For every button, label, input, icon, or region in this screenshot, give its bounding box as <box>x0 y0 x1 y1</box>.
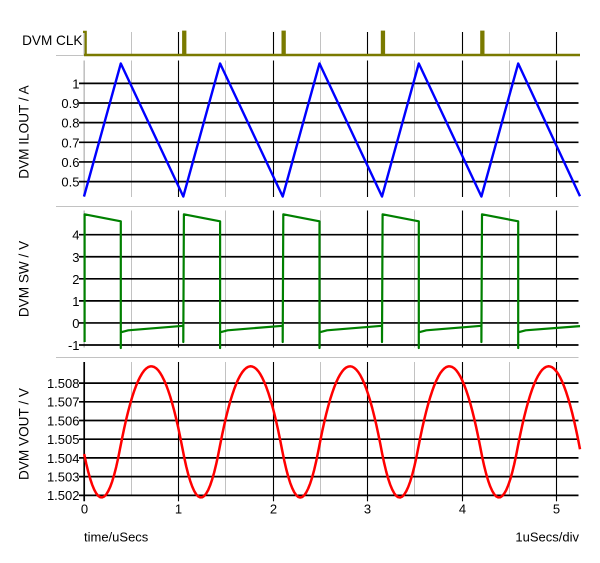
svg-text:0.5: 0.5 <box>61 175 79 190</box>
svg-text:1.503: 1.503 <box>47 470 80 485</box>
svg-text:0.9: 0.9 <box>61 96 79 111</box>
svg-text:1.506: 1.506 <box>47 413 80 428</box>
svg-text:0: 0 <box>81 501 88 516</box>
svg-text:2: 2 <box>270 501 277 516</box>
svg-text:2: 2 <box>72 272 79 287</box>
svg-text:1.508: 1.508 <box>47 376 80 391</box>
svg-text:-1: -1 <box>68 338 80 353</box>
svg-text:DVM CLK: DVM CLK <box>22 33 82 48</box>
svg-text:DVM SW / V: DVM SW / V <box>17 241 32 317</box>
svg-text:4: 4 <box>72 228 79 243</box>
svg-text:0: 0 <box>72 316 79 331</box>
svg-text:1.507: 1.507 <box>47 395 80 410</box>
svg-text:1: 1 <box>72 294 79 309</box>
svg-text:DVM ILOUT / A: DVM ILOUT / A <box>17 84 32 178</box>
svg-text:0.7: 0.7 <box>61 135 79 150</box>
svg-text:1: 1 <box>72 76 79 91</box>
svg-text:DVM VOUT / V: DVM VOUT / V <box>17 388 32 480</box>
svg-text:5: 5 <box>553 501 560 516</box>
svg-text:4: 4 <box>459 501 466 516</box>
svg-text:1: 1 <box>175 501 182 516</box>
svg-text:0.6: 0.6 <box>61 155 79 170</box>
svg-text:time/uSecs: time/uSecs <box>84 530 149 545</box>
svg-text:1.504: 1.504 <box>47 451 80 466</box>
svg-text:1uSecs/div: 1uSecs/div <box>515 530 579 545</box>
svg-text:1.502: 1.502 <box>47 488 80 503</box>
svg-text:3: 3 <box>72 250 79 265</box>
svg-text:0.8: 0.8 <box>61 116 79 131</box>
svg-text:1.505: 1.505 <box>47 432 80 447</box>
svg-text:3: 3 <box>364 501 371 516</box>
